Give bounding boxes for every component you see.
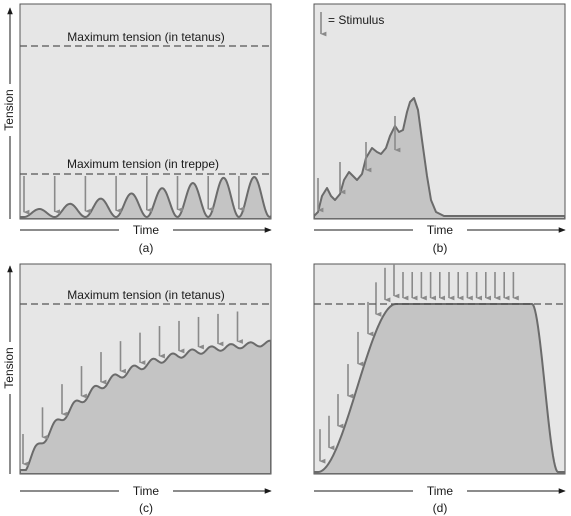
panel-d: Time (d)	[313, 263, 566, 515]
panel-d-x-axis-label: Time	[427, 484, 454, 498]
panel-b: = Stimulus Time (b)	[313, 3, 566, 255]
panel-c-y-axis-label: Tension	[2, 347, 16, 388]
panel-c-tetanus-label: Maximum tension (in tetanus)	[67, 288, 224, 302]
panel-a: Maximum tension (in tetanus) Maximum ten…	[2, 3, 272, 255]
panel-a-y-axis-label: Tension	[2, 89, 16, 130]
panel-a-x-label-mask	[119, 222, 173, 238]
panel-b-stimulus-arrows	[317, 116, 401, 213]
panel-c-stimulus-arrows	[22, 311, 243, 467]
panel-d-letter: (d)	[433, 501, 448, 515]
panel-c-x-axis-label: Time	[133, 484, 160, 498]
panel-a-letter: (a)	[139, 241, 154, 255]
panel-a-treppe-curve	[20, 176, 271, 219]
panel-a-y-label-mask	[2, 84, 18, 136]
panel-a-tetanus-label: Maximum tension (in tetanus)	[67, 30, 224, 44]
panel-a-x-axis-label: Time	[133, 223, 160, 237]
panel-b-x-label-mask	[413, 222, 467, 238]
panel-c-incomplete-tetanus-curve	[20, 339, 271, 474]
panel-a-treppe-label: Maximum tension (in treppe)	[67, 157, 219, 171]
panel-d-stimulus-arrows	[319, 264, 519, 464]
panel-c-letter: (c)	[139, 501, 153, 515]
panel-a-background	[19, 3, 272, 220]
panel-b-letter: (b)	[433, 241, 448, 255]
panel-b-legend-label: = Stimulus	[328, 13, 384, 27]
panel-b-x-axis-label: Time	[427, 223, 454, 237]
panel-a-stimulus-arrows	[23, 176, 245, 215]
panel-c-x-label-mask	[119, 483, 173, 499]
panel-b-summation-curve	[314, 97, 565, 219]
panel-c-y-label-mask	[2, 342, 18, 394]
panel-c: Maximum tension (in tetanus) Time (c) Te…	[2, 263, 272, 515]
panel-d-x-label-mask	[413, 483, 467, 499]
